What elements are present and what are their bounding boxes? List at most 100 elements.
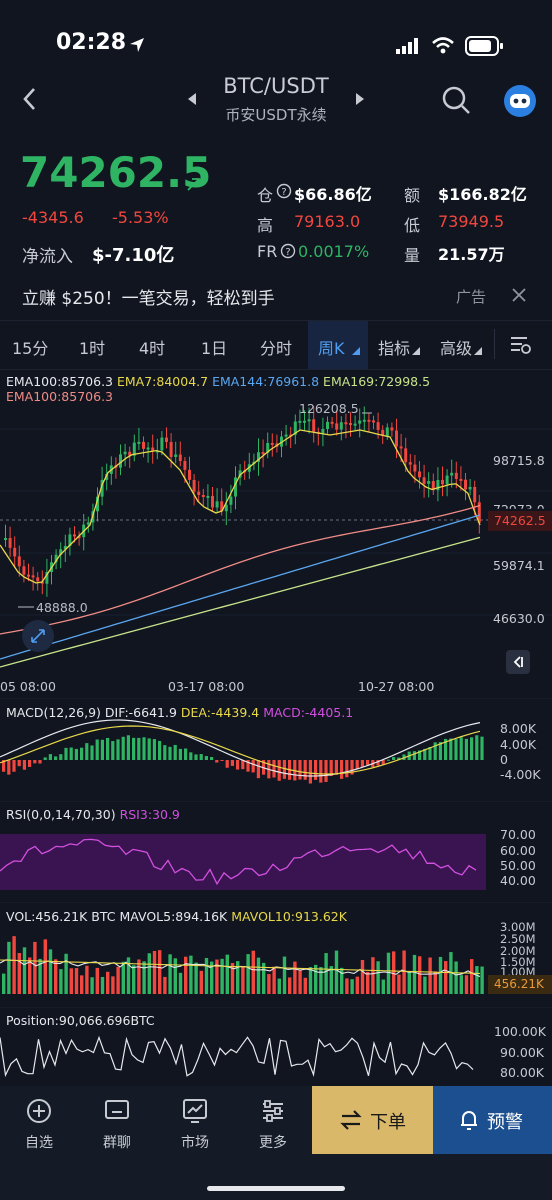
vol-bar <box>74 968 79 994</box>
candle-body <box>8 538 12 548</box>
nav-watchlist[interactable]: 自选 <box>0 1086 78 1152</box>
high-marker: 126208.5 <box>299 401 359 416</box>
macd-bar <box>215 760 219 763</box>
candle-body <box>459 478 463 481</box>
macd-bar <box>334 760 338 775</box>
macd-tick-3: 0 <box>500 752 508 767</box>
macd-bar <box>433 742 437 760</box>
tab-15m[interactable]: 15分 <box>12 339 49 358</box>
amount-value: $166.82亿 <box>438 185 527 204</box>
macd-bar <box>12 760 16 772</box>
position-chart[interactable] <box>0 1007 552 1087</box>
vol-bar <box>64 953 68 994</box>
candle-body <box>73 534 76 537</box>
search-icon[interactable] <box>441 85 471 115</box>
tab-weekly[interactable]: 周K <box>318 339 345 358</box>
vol-bar <box>282 956 287 994</box>
macd-bar <box>163 745 167 760</box>
macd-label: MACD(12,26,9) <box>6 705 101 720</box>
vol-bar <box>142 961 146 994</box>
promo-banner[interactable]: 立赚 $250！一笔交易，轻松到手 广告 <box>0 268 552 318</box>
macd-bar <box>314 760 318 780</box>
rsi-chart[interactable] <box>0 801 552 901</box>
macd-bar <box>80 747 84 760</box>
tab-indicators[interactable]: 指标 <box>378 339 411 358</box>
tab-timeshare[interactable]: 分时 <box>260 339 293 358</box>
candlestick-chart[interactable] <box>0 369 552 697</box>
macd-tick-4: -4.00K <box>500 767 541 782</box>
vol-bar <box>2 973 6 994</box>
nav-market[interactable]: 市场 <box>156 1086 234 1152</box>
vol-label: VOL:456.21K BTC <box>6 909 116 924</box>
ema7-legend: EMA7:84004.7 <box>116 374 209 389</box>
macd-tick-2: 4.00K <box>500 737 537 752</box>
candle-body <box>464 479 467 490</box>
next-pair-icon[interactable] <box>354 92 366 106</box>
vol-bar <box>397 974 401 994</box>
vol-bar <box>251 950 255 994</box>
tab-advanced[interactable]: 高级 <box>440 339 473 358</box>
macd-bar <box>464 738 468 760</box>
tab-1h[interactable]: 1时 <box>79 339 106 358</box>
vol-bar <box>470 959 474 994</box>
macd-bar <box>194 754 198 760</box>
alert-button[interactable]: 预警 <box>433 1086 552 1154</box>
vol-bar <box>106 971 110 994</box>
order-button[interactable]: 下单 <box>312 1086 433 1154</box>
macd-bar <box>95 739 99 760</box>
dif-line <box>0 719 481 777</box>
ema-legend: EMA100:85706.3 EMA7:84004.7 EMA144:76961… <box>6 374 486 389</box>
chart-settings-icon[interactable] <box>510 335 532 355</box>
robot-avatar-icon[interactable] <box>503 84 537 118</box>
rsi-legend: RSI(0,0,14,70,30) RSI3:30.9 <box>6 807 180 822</box>
macd-bar <box>397 757 401 760</box>
macd-bar <box>132 737 136 760</box>
prev-pair-icon[interactable] <box>186 92 198 106</box>
close-icon[interactable] <box>512 288 526 302</box>
candle-body <box>436 480 440 491</box>
fr-value: 0.0017% <box>298 242 370 261</box>
pair-subtitle: 币安USDT永续 <box>225 106 327 124</box>
macd-bar <box>184 748 188 760</box>
macd-bar <box>230 760 234 766</box>
candle-body <box>96 496 99 512</box>
back-icon[interactable] <box>20 86 40 112</box>
status-time: 02:28 <box>56 30 127 55</box>
candle-body <box>224 504 228 512</box>
scroll-latest-button[interactable] <box>506 650 530 674</box>
volume-chart[interactable] <box>0 902 552 1006</box>
vol-bar <box>412 954 417 994</box>
pos-tick-1: 100.00K <box>494 1024 546 1039</box>
vol-bar <box>381 979 385 994</box>
high-value: 79163.0 <box>294 212 361 231</box>
candle-body <box>238 470 242 478</box>
svg-text:?: ? <box>285 247 290 258</box>
tab-4h[interactable]: 4时 <box>139 339 166 358</box>
macd-bar <box>28 760 32 767</box>
y-tick-1: 98715.8 <box>493 453 545 468</box>
vol-bar <box>100 977 105 994</box>
macd-bar <box>246 760 250 772</box>
vol-bar <box>184 956 188 994</box>
fr-info-icon[interactable]: ? <box>280 243 296 259</box>
macd-bar <box>355 760 359 769</box>
vol-bar <box>152 950 157 994</box>
rsi-tick-2: 60.00 <box>500 843 536 858</box>
macd-bar <box>360 760 364 768</box>
candle-body <box>123 451 127 455</box>
candle-body <box>399 446 403 449</box>
plus-circle-icon <box>27 1099 51 1123</box>
candle-body <box>22 566 26 575</box>
nav-chat[interactable]: 群聊 <box>78 1086 156 1152</box>
macd-bar <box>350 760 354 775</box>
candle-body <box>119 454 122 468</box>
price-change-pct: -5.53% <box>112 208 169 227</box>
info-icon[interactable]: ? <box>276 183 292 199</box>
macd-chart[interactable] <box>0 698 552 800</box>
candle-body <box>454 472 458 479</box>
pair-title[interactable]: BTC/USDT <box>223 74 329 98</box>
tab-1d[interactable]: 1日 <box>201 339 228 358</box>
nav-more[interactable]: 更多 <box>234 1086 312 1152</box>
vol-bar <box>163 976 167 994</box>
fullscreen-button[interactable] <box>22 620 54 652</box>
